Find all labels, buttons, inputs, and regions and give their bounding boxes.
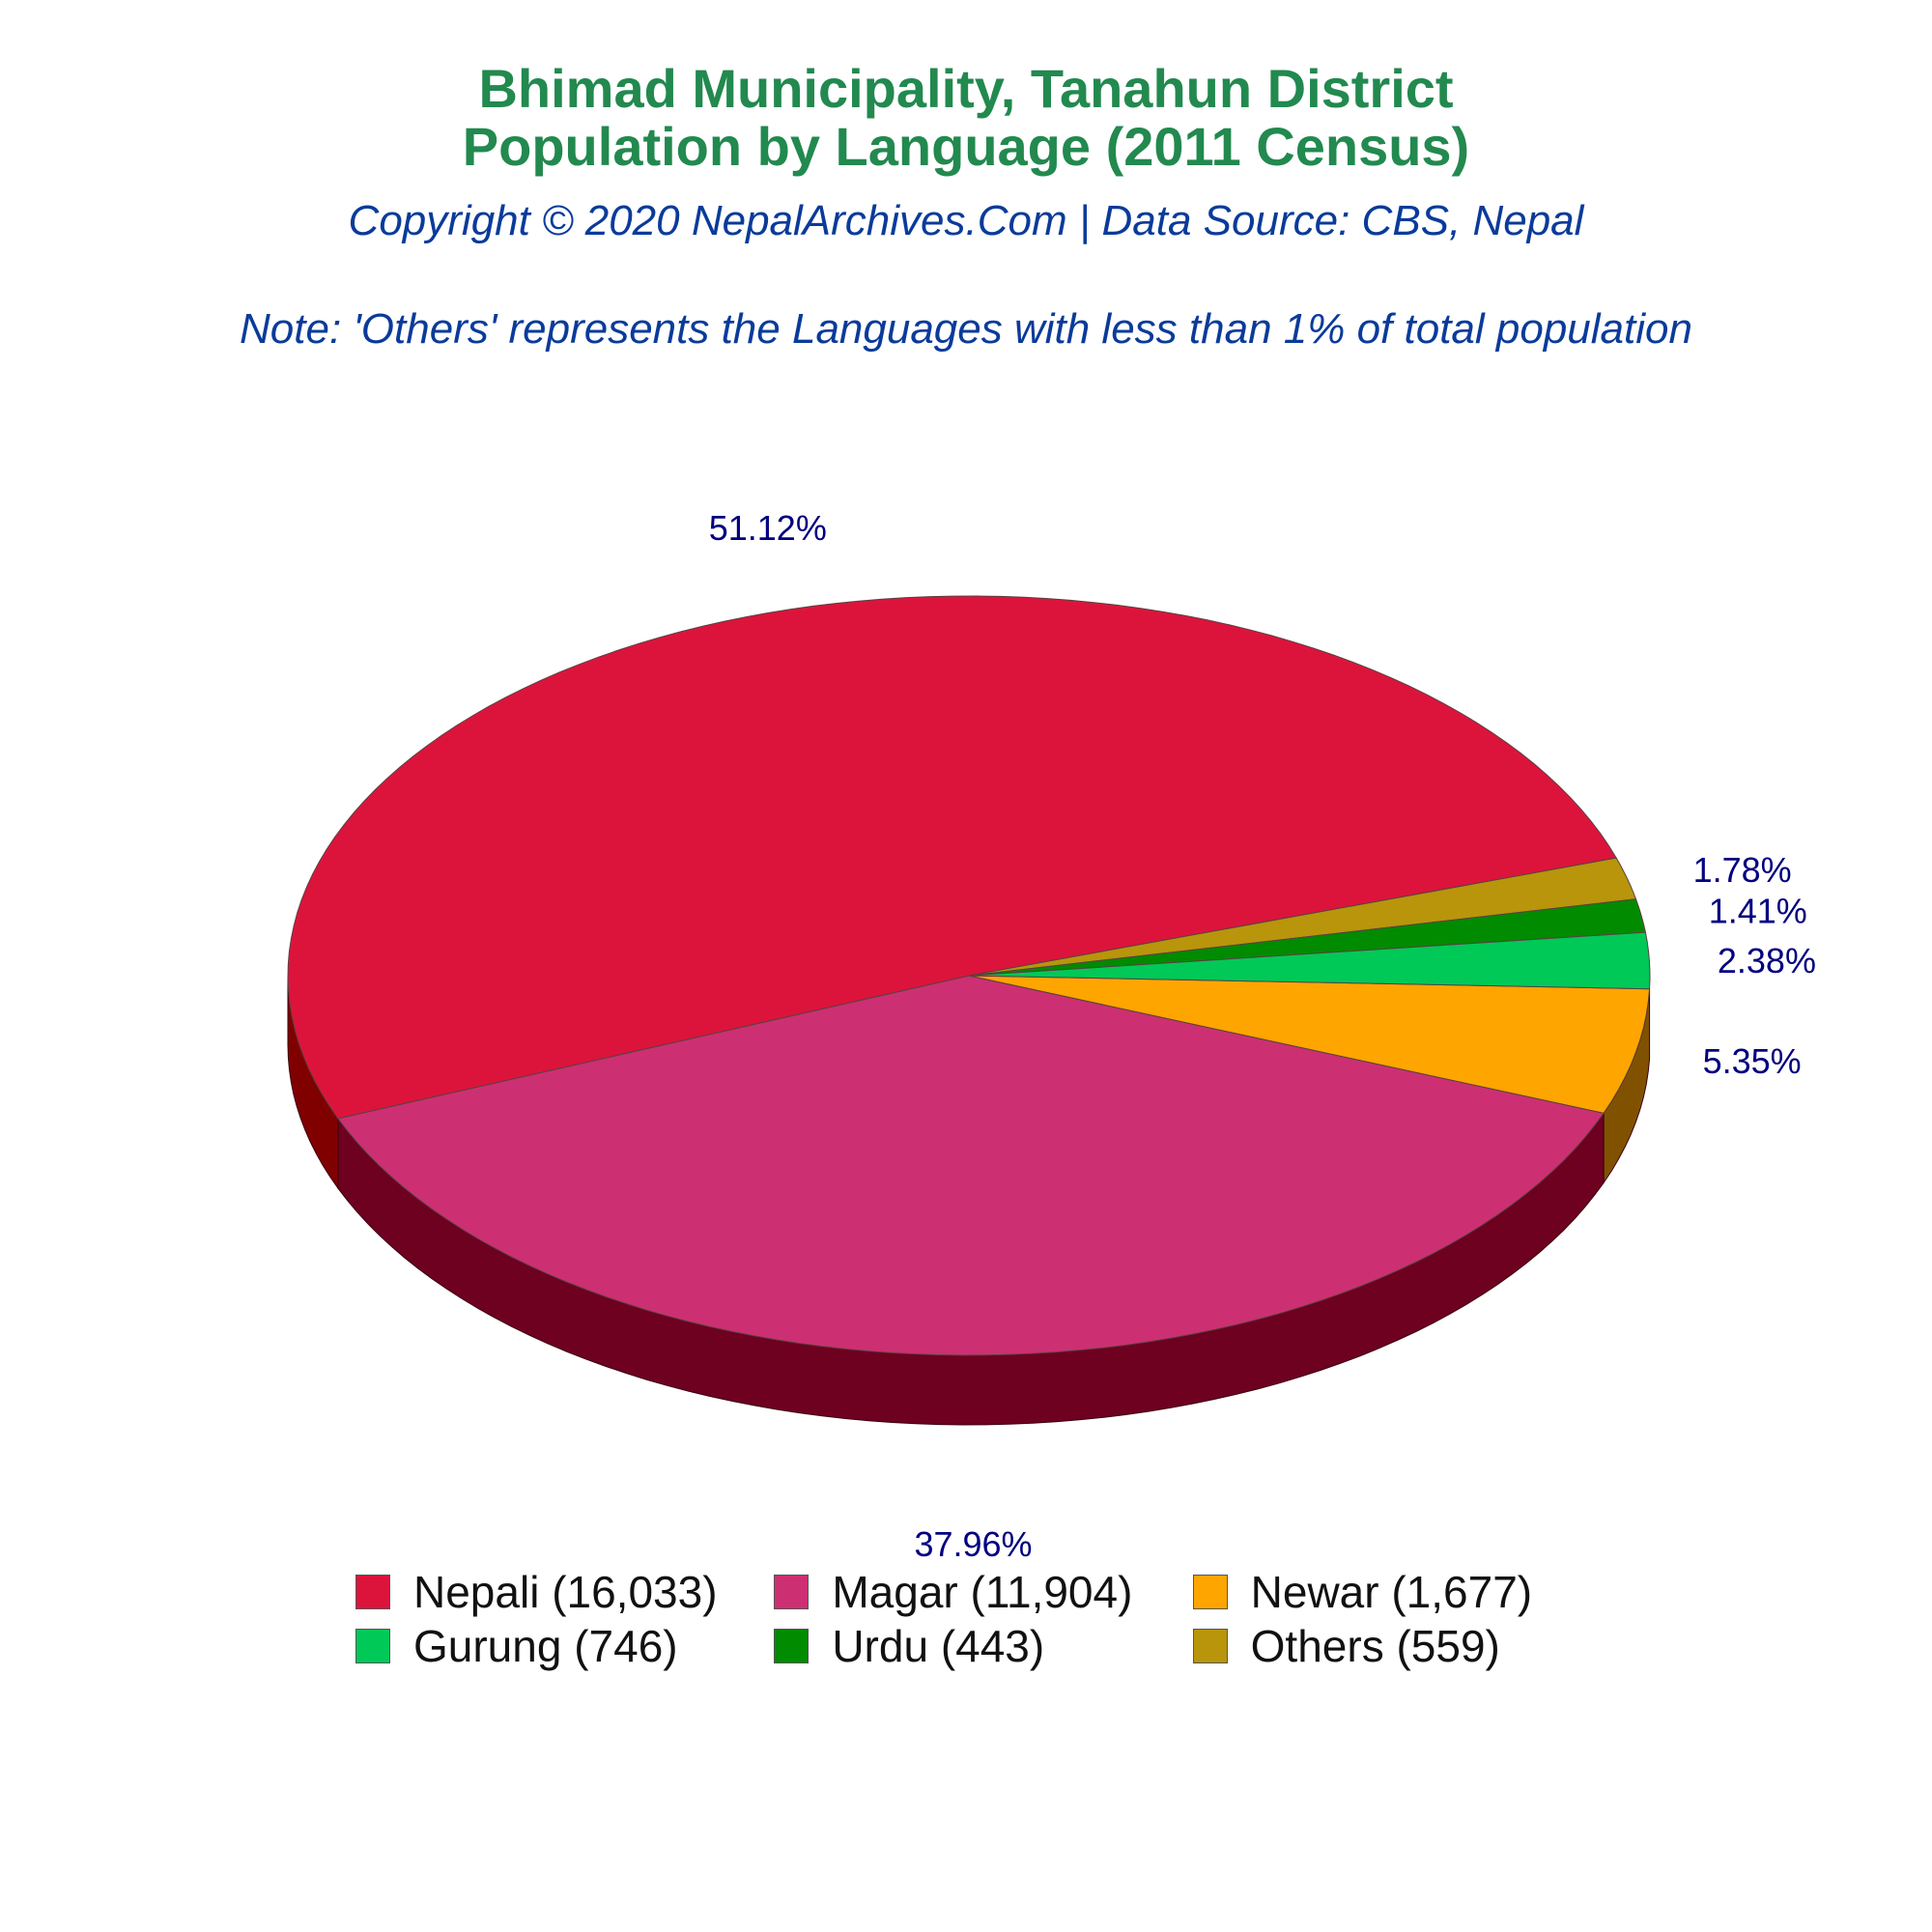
legend-item-nepali: Nepali (16,033) <box>355 1566 774 1618</box>
legend-label-newar: Newar (1,677) <box>1250 1567 1533 1617</box>
legend-item-magar: Magar (11,904) <box>774 1566 1192 1618</box>
pie-label-newar: 5.35% <box>1703 1041 1802 1081</box>
pie-label-urdu: 1.41% <box>1709 892 1807 931</box>
legend-swatch-nepali <box>355 1575 390 1609</box>
pie-slice-magar <box>336 975 1605 1356</box>
legend-swatch-magar <box>774 1575 810 1609</box>
pie-label-gurung: 2.38% <box>1718 941 1816 980</box>
pie-label-others: 1.78% <box>1693 850 1792 890</box>
chart-legend: Nepali (16,033) Magar (11,904) Newar (1,… <box>355 1565 1611 1673</box>
legend-swatch-newar <box>1192 1575 1228 1609</box>
legend-swatch-others <box>1192 1629 1228 1663</box>
legend-row: Gurung (746) Urdu (443) Others (559) <box>355 1619 1611 1673</box>
pie-label-magar: 37.96% <box>914 1524 1032 1564</box>
legend-label-others: Others (559) <box>1250 1621 1500 1671</box>
legend-label-urdu: Urdu (443) <box>832 1621 1045 1671</box>
legend-label-magar: Magar (11,904) <box>832 1567 1133 1617</box>
legend-item-newar: Newar (1,677) <box>1192 1566 1611 1618</box>
pie-slice-newar <box>968 975 1651 1114</box>
legend-label-nepali: Nepali (16,033) <box>413 1567 718 1617</box>
pie-slice-nepali <box>287 595 1618 1120</box>
chart-title-line-2: Population by Language (2011 Census) <box>462 116 1470 177</box>
legend-label-gurung: Gurung (746) <box>413 1621 678 1671</box>
chart-titles: Bhimad Municipality, Tanahun District Po… <box>0 60 1932 354</box>
legend-item-gurung: Gurung (746) <box>355 1620 774 1672</box>
legend-swatch-urdu <box>774 1629 810 1663</box>
pie-slice-gurung <box>968 931 1651 990</box>
legend-swatch-gurung <box>355 1629 390 1663</box>
chart-note: Note: 'Others' represents the Languages … <box>240 305 1692 353</box>
legend-row: Nepali (16,033) Magar (11,904) Newar (1,… <box>355 1565 1611 1619</box>
legend-item-others: Others (559) <box>1192 1620 1611 1672</box>
chart-subtitle: Copyright © 2020 NepalArchives.Com | Dat… <box>348 197 1584 244</box>
pie-slice-others <box>968 857 1637 977</box>
chart-title-line-1: Bhimad Municipality, Tanahun District <box>478 58 1454 119</box>
pie-slice-urdu <box>968 898 1647 977</box>
legend-item-urdu: Urdu (443) <box>774 1620 1192 1672</box>
pie-label-nepali: 51.12% <box>709 508 827 548</box>
